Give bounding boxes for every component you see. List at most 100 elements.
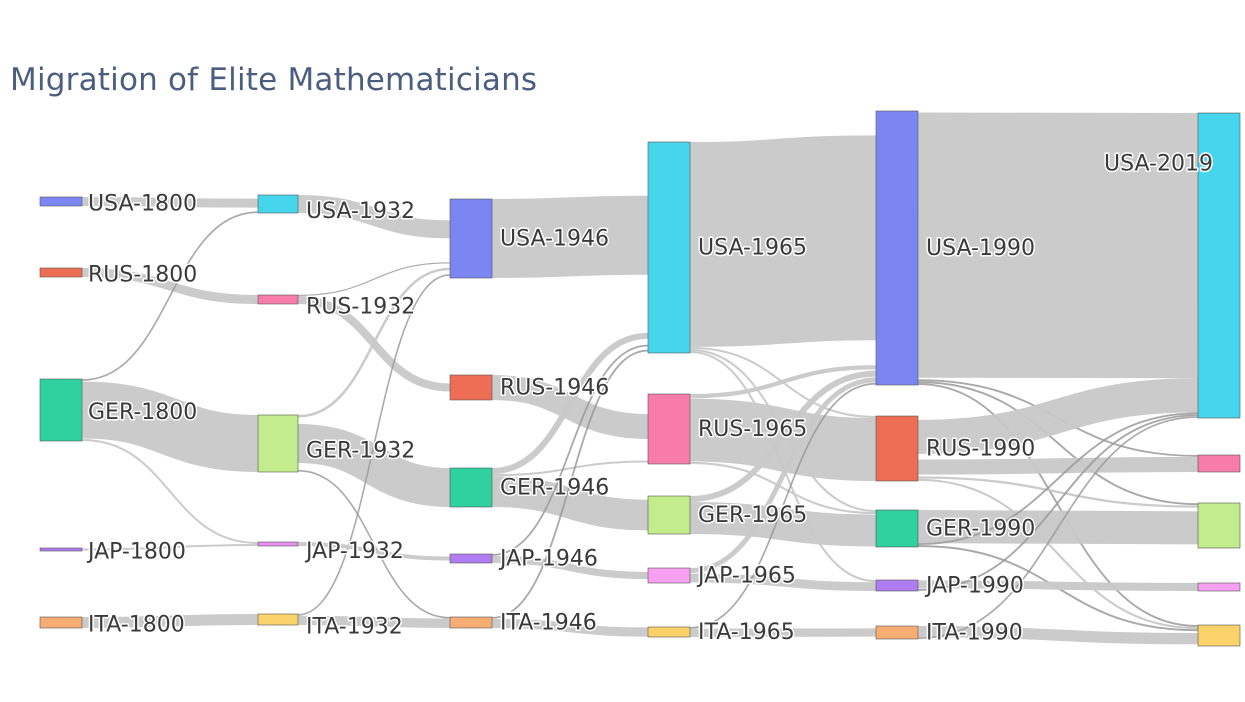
flow-link-rus-1932-to-usa-1946 (297, 262, 451, 297)
node-usa-1932[interactable] (257, 194, 299, 214)
node-label-ita-1946: ITA-1946 (500, 611, 597, 636)
node-label-usa-1800: USA-1800 (88, 192, 197, 217)
flow-link-usa-1800-to-usa-1932 (81, 197, 259, 208)
node-ger-1800[interactable] (39, 378, 83, 442)
node-jap-1932[interactable] (257, 541, 299, 547)
node-ger-1990[interactable] (875, 509, 919, 548)
flow-link-usa-1965-to-usa-1990 (689, 135, 877, 347)
flow-link-rus-1965-to-usa-1990 (689, 365, 877, 399)
flow-link-ger-1932-to-ita-1946 (297, 469, 451, 619)
flow-link-ger-1932-to-usa-1946 (297, 267, 451, 418)
flow-link-jap-1946-to-jap-1965 (491, 555, 649, 580)
flow-link-jap-1800-to-jap-1932 (81, 544, 259, 551)
node-label-rus-1990: RUS-1990 (926, 437, 1035, 462)
flow-link-ita-1932-to-ita-1946 (297, 615, 451, 629)
flow-link-rus-1800-to-rus-1932 (81, 268, 259, 304)
node-label-rus-1800: RUS-1800 (88, 263, 197, 288)
node-label-jap-1932: JAP-1932 (304, 539, 404, 564)
flow-link-usa-1932-to-usa-1946 (297, 195, 451, 239)
flow-link-ita-1990-to-ita-2019 (917, 626, 1199, 645)
flow-link-ger-1946-to-ger-1965 (491, 476, 649, 531)
flow-link-ita-1990-to-usa-2019 (917, 416, 1199, 640)
flow-link-ita-1932-to-usa-1946 (297, 274, 451, 616)
flow-link-rus-1990-to-rus-2019 (917, 456, 1199, 475)
node-label-rus-1946: RUS-1946 (500, 376, 609, 401)
flow-link-usa-1990-to-ger-2019 (917, 381, 1199, 506)
node-label-ita-1800: ITA-1800 (88, 613, 185, 638)
node-usa-2019[interactable] (1197, 112, 1241, 419)
flow-link-jap-1990-to-usa-2019 (917, 414, 1199, 591)
flow-link-ger-1965-to-ger-1990 (689, 502, 877, 547)
flow-link-ita-1800-to-ita-1932 (81, 614, 259, 628)
flow-link-usa-1946-to-usa-1965 (491, 195, 649, 278)
node-label-usa-1965: USA-1965 (698, 236, 807, 261)
node-label-ger-1946: GER-1946 (500, 476, 609, 501)
flow-link-jap-1946-to-usa-1965 (491, 344, 649, 556)
node-layer (39, 110, 1241, 647)
flow-link-ger-1990-to-usa-2019 (917, 412, 1199, 546)
node-ita-1946[interactable] (449, 616, 493, 629)
flow-link-ger-1946-to-rus-1965 (491, 460, 649, 477)
flow-link-ita-1946-to-usa-1965 (491, 349, 649, 619)
node-jap-1990[interactable] (875, 579, 919, 592)
chart-title: Migration of Elite Mathematicians (10, 62, 538, 98)
node-label-ita-1932: ITA-1932 (306, 615, 403, 640)
node-label-jap-1800: JAP-1800 (86, 540, 186, 565)
node-ger-2019[interactable] (1197, 502, 1241, 549)
flow-link-usa-1990-to-ita-2019 (917, 383, 1199, 628)
node-label-usa-2019: USA-2019 (1104, 152, 1213, 177)
node-ger-1932[interactable] (257, 414, 299, 473)
node-rus-1990[interactable] (875, 415, 919, 482)
node-ita-1965[interactable] (647, 626, 691, 638)
node-ita-2019[interactable] (1197, 624, 1241, 647)
flow-link-jap-1965-to-jap-1990 (689, 573, 877, 591)
node-jap-1800[interactable] (39, 547, 83, 552)
node-label-ger-1990: GER-1990 (926, 517, 1035, 542)
node-label-ger-1965: GER-1965 (698, 503, 807, 528)
node-rus-1965[interactable] (647, 393, 691, 465)
node-usa-1800[interactable] (39, 196, 83, 207)
flow-link-rus-1990-to-ger-2019 (917, 476, 1199, 508)
link-layer (81, 112, 1199, 645)
label-layer: USA-1800 RUS-1800 GER-1800 JAP-1800 ITA-1800… (85, 150, 1215, 647)
flow-link-jap-1932-to-jap-1946 (297, 542, 451, 561)
node-rus-1800[interactable] (39, 267, 83, 278)
node-label-usa-1932: USA-1932 (306, 199, 415, 224)
flow-link-ger-1800-to-jap-1932 (81, 438, 259, 544)
node-label-rus-1965: RUS-1965 (698, 417, 807, 442)
node-ger-1965[interactable] (647, 495, 691, 535)
node-jap-2019[interactable] (1197, 582, 1241, 592)
node-ger-1946[interactable] (449, 467, 493, 508)
node-label-jap-1990: JAP-1990 (924, 574, 1024, 599)
node-label-ita-1990: ITA-1990 (926, 621, 1023, 646)
node-ita-1990[interactable] (875, 625, 919, 640)
flow-link-ger-1800-to-ger-1932 (81, 381, 259, 472)
node-rus-2019[interactable] (1197, 454, 1241, 473)
flow-link-rus-1990-to-ita-2019 (917, 478, 1199, 630)
flow-link-ita-1965-to-usa-1990 (689, 382, 877, 629)
node-usa-1990[interactable] (875, 110, 919, 386)
node-ita-1800[interactable] (39, 616, 83, 629)
node-label-ger-1932: GER-1932 (306, 439, 415, 464)
flow-link-jap-1965-to-usa-1990 (689, 377, 877, 573)
flow-link-ita-1946-to-ita-1965 (491, 618, 649, 637)
node-jap-1965[interactable] (647, 567, 691, 584)
flow-link-ger-1965-to-usa-1990 (689, 370, 877, 502)
node-label-usa-1946: USA-1946 (500, 227, 609, 252)
flow-link-ger-1946-to-usa-1965 (491, 332, 649, 475)
flow-link-ger-1932-to-ger-1946 (297, 424, 451, 507)
node-label-rus-1932: RUS-1932 (306, 295, 415, 320)
node-ita-1932[interactable] (257, 613, 299, 626)
node-rus-1946[interactable] (449, 374, 493, 401)
flow-link-ger-1800-to-usa-1932 (81, 211, 259, 381)
node-label-ita-1965: ITA-1965 (698, 620, 795, 645)
node-jap-1946[interactable] (449, 553, 493, 564)
node-label-jap-1965: JAP-1965 (696, 564, 796, 589)
node-rus-1932[interactable] (257, 294, 299, 305)
node-usa-1965[interactable] (647, 141, 691, 354)
node-label-jap-1946: JAP-1946 (498, 547, 598, 572)
flow-link-rus-1990-to-usa-2019 (917, 378, 1199, 454)
flow-link-jap-1990-to-jap-2019 (917, 580, 1199, 591)
node-usa-1946[interactable] (449, 198, 493, 279)
